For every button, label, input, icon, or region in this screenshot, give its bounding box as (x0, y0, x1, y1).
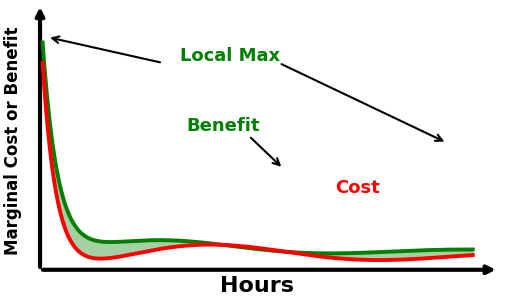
Text: Cost: Cost (335, 178, 380, 196)
Y-axis label: Marginal Cost or Benefit: Marginal Cost or Benefit (4, 26, 22, 255)
Text: Benefit: Benefit (186, 117, 260, 135)
Text: Hours: Hours (220, 276, 294, 296)
Text: Local Max: Local Max (180, 47, 280, 65)
